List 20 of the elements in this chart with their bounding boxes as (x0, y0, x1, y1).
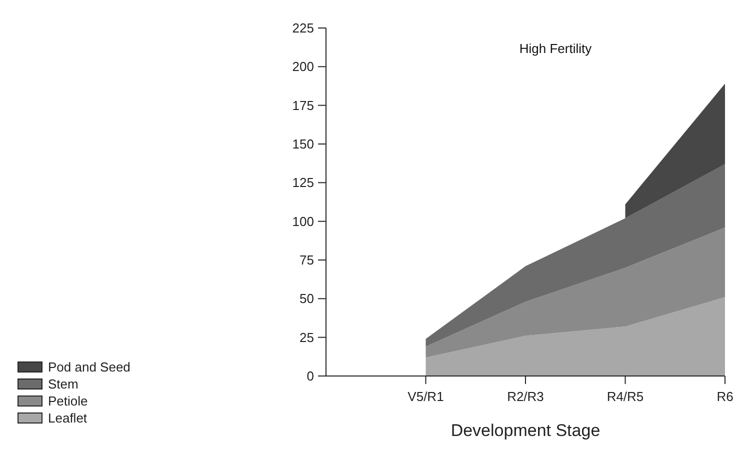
legend-label: Stem (48, 376, 78, 392)
text: High Fertility (519, 41, 592, 56)
y-tick-label: 25 (300, 330, 314, 345)
y-tick-label: 125 (292, 175, 314, 190)
x-axis-title: Development Stage (450, 421, 600, 440)
y-tick-label: 100 (292, 214, 314, 229)
legend-label: Petiole (48, 394, 88, 409)
y-tick-label: 75 (300, 252, 314, 268)
legend-label: Leaflet (48, 410, 88, 426)
y-tick-label: 225 (292, 20, 314, 36)
legend-label: Pod and Seed (48, 360, 130, 375)
y-tick-label: 0 (306, 368, 314, 384)
x-tick-label: V5/R1 (408, 389, 444, 404)
y-tick-label: 50 (300, 291, 314, 306)
y-tick-label: 150 (292, 136, 314, 152)
x-tick-label: R2/R3 (507, 389, 544, 404)
x-tick-label: R6 (716, 389, 734, 404)
y-tick-label: 175 (292, 98, 314, 113)
y-tick-label: 200 (292, 59, 314, 74)
x-tick-label: R4/R5 (606, 389, 644, 404)
